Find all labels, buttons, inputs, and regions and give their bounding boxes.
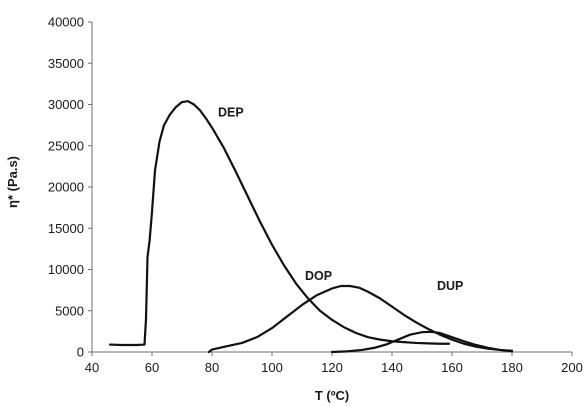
y-tick-label: 5000 — [55, 303, 84, 318]
y-tick-label: 20000 — [48, 180, 84, 195]
series-line-dop — [207, 284, 514, 354]
y-tick-label: 30000 — [48, 97, 84, 112]
tick-labels: 40 60 80 100 120 140 160 180 200 0 5000 10000 15000 2… — [48, 15, 583, 376]
x-tick-label: 180 — [501, 360, 523, 375]
x-tick-label: 200 — [561, 360, 583, 375]
series-labels: DEP DOP DUP — [218, 106, 463, 293]
y-tick-label: 40000 — [48, 15, 84, 30]
series-lines — [108, 100, 514, 354]
y-tick-label: 35000 — [48, 56, 84, 71]
series-label-dop: DOP — [305, 269, 332, 283]
series-label-dup: DUP — [437, 279, 463, 293]
x-tick-label: 40 — [85, 360, 99, 375]
x-tick-label: 60 — [145, 360, 159, 375]
y-tick-label: 15000 — [48, 221, 84, 236]
series-label-dep: DEP — [218, 106, 244, 120]
x-tick-label: 120 — [321, 360, 343, 375]
y-tick-label: 0 — [77, 345, 84, 360]
x-axis-title: T (ºC) — [315, 388, 349, 403]
x-tick-label: 140 — [381, 360, 403, 375]
y-tick-label: 25000 — [48, 138, 84, 153]
series-line-dep — [108, 100, 451, 347]
y-axis-title: η* (Pa.s) — [5, 156, 20, 208]
axes — [88, 21, 573, 356]
x-tick-label: 160 — [441, 360, 463, 375]
x-tick-label: 80 — [205, 360, 219, 375]
series-line-dup — [330, 330, 514, 354]
y-tick-label: 10000 — [48, 262, 84, 277]
x-tick-label: 100 — [261, 360, 283, 375]
